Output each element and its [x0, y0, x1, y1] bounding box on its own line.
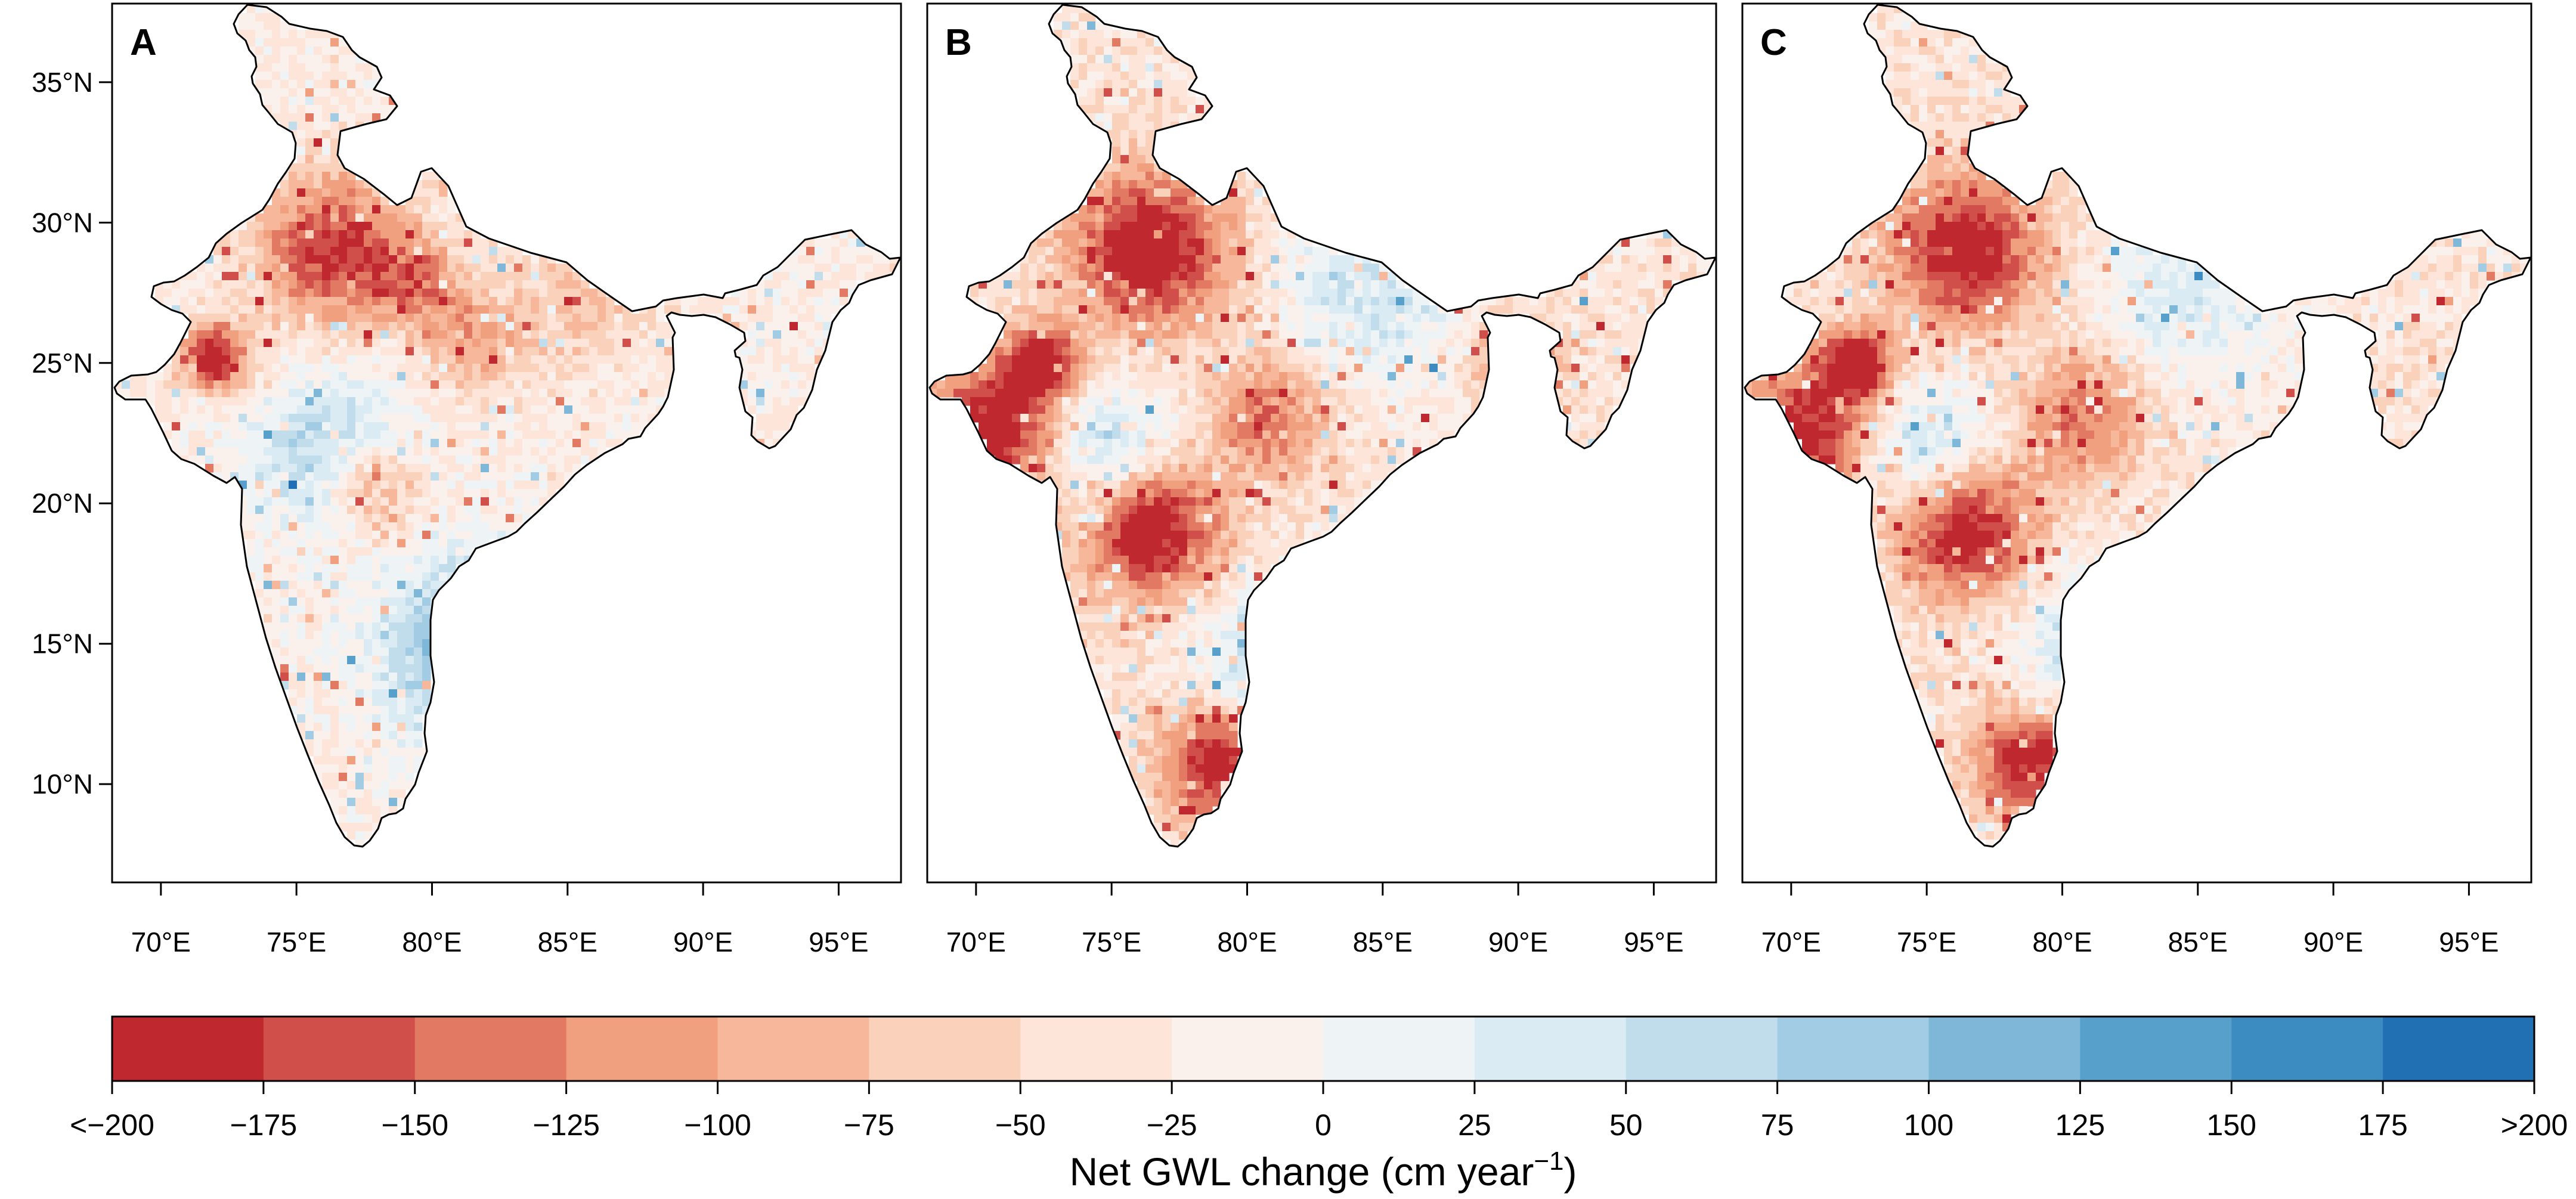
- lat-tick-label: 35°N: [32, 67, 93, 98]
- colorbar-tick-label: −50: [995, 1108, 1046, 1142]
- panel-label: C: [1760, 22, 1787, 63]
- lon-tick-label: 95°E: [2439, 927, 2498, 958]
- lat-tick-label: 20°N: [32, 488, 93, 519]
- colorbar-swatch: [1172, 1017, 1324, 1081]
- colorbar-swatch: [1928, 1017, 2080, 1081]
- lon-tick-label: 90°E: [2303, 927, 2363, 958]
- colorbar-tick-label: 0: [1315, 1108, 1332, 1142]
- colorbar-tick-label: 75: [1761, 1108, 1794, 1142]
- colorbar-swatch: [2231, 1017, 2383, 1081]
- colorbar-swatch: [1323, 1017, 1475, 1081]
- colorbar-swatch: [112, 1017, 264, 1081]
- colorbar-tick-label: 25: [1458, 1108, 1491, 1142]
- colorbar-swatch: [414, 1017, 567, 1081]
- colorbar-swatch: [1474, 1017, 1627, 1081]
- lat-tick-label: 25°N: [32, 348, 93, 379]
- colorbar-tick-label: >200: [2501, 1108, 2568, 1142]
- lon-tick-label: 70°E: [946, 927, 1006, 958]
- map-panel-c: C 70°E 75°E 80°E 85°E 90°E 95°E: [1741, 2, 2532, 958]
- gwl-raster: [930, 5, 1714, 847]
- colorbar-swatch: [263, 1017, 416, 1081]
- panel-label: B: [945, 22, 972, 63]
- lon-tick-label: 80°E: [1217, 927, 1277, 958]
- gwl-raster: [1745, 5, 2529, 847]
- lat-tick-label: 30°N: [32, 207, 93, 238]
- colorbar-tick-label: −175: [230, 1108, 298, 1142]
- colorbar-title-close: ): [1564, 1150, 1577, 1194]
- country-outline: [113, 4, 902, 848]
- colorbar-swatch: [869, 1017, 1021, 1081]
- colorbar-title-sup: −1: [1534, 1147, 1563, 1176]
- gwl-raster: [114, 5, 899, 847]
- lat-tick-label: 15°N: [32, 628, 93, 659]
- lon-tick-label: 70°E: [1761, 927, 1821, 958]
- map-frame: [926, 2, 1717, 884]
- colorbar-swatch: [717, 1017, 869, 1081]
- map-frame: [1741, 2, 2532, 884]
- lon-tick-label: 80°E: [2032, 927, 2092, 958]
- lon-tick-label: 85°E: [1353, 927, 1413, 958]
- map-panel-a: A 70°E 75°E 80°E 85°E 90°E 95°E 35°N 30°N 25°N 20°…: [32, 2, 902, 958]
- colorbar-swatch: [2383, 1017, 2535, 1081]
- lon-tick-label: 90°E: [673, 927, 733, 958]
- lon-tick-label: 85°E: [538, 927, 597, 958]
- lon-tick-label: 90°E: [1488, 927, 1548, 958]
- lon-tick-label: 75°E: [1897, 927, 1956, 958]
- colorbar-swatch: [2080, 1017, 2232, 1081]
- colorbar-title-main: Net GWL change (cm year: [1070, 1150, 1534, 1194]
- colorbar-tick-label: −75: [844, 1108, 894, 1142]
- country-outline: [1744, 4, 2532, 848]
- colorbar-tick-label: −25: [1147, 1108, 1197, 1142]
- lon-tick-label: 95°E: [809, 927, 868, 958]
- colorbar-tick-label: 150: [2207, 1108, 2256, 1142]
- colorbar-tick-label: 125: [2055, 1108, 2105, 1142]
- colorbar-tick-label: 175: [2358, 1108, 2407, 1142]
- lon-tick-label: 75°E: [1082, 927, 1141, 958]
- map-frame: [111, 2, 902, 884]
- lon-tick-label: 80°E: [402, 927, 462, 958]
- lon-tick-label: 70°E: [131, 927, 191, 958]
- colorbar-tick-label: −125: [532, 1108, 600, 1142]
- colorbar-title: Net GWL change (cm year−1): [1070, 1147, 1577, 1194]
- colorbar-swatch: [566, 1017, 718, 1081]
- colorbar: <−200 −175 −150 −125 −100 −75 −50 −25 0 25 50 75 100…: [70, 1015, 2568, 1194]
- lon-tick-label: 85°E: [2168, 927, 2228, 958]
- colorbar-swatch: [1626, 1017, 1778, 1081]
- colorbar-tick-label: −150: [381, 1108, 448, 1142]
- lon-tick-label: 75°E: [267, 927, 326, 958]
- colorbar-tick-label: 100: [1904, 1108, 1953, 1142]
- colorbar-tick-label: <−200: [70, 1108, 154, 1142]
- lat-tick-label: 10°N: [32, 769, 93, 800]
- colorbar-tick-label: 50: [1609, 1108, 1643, 1142]
- map-panel-b: B 70°E 75°E 80°E 85°E 90°E 95°E: [926, 2, 1717, 958]
- colorbar-swatch: [1020, 1017, 1172, 1081]
- colorbar-swatch: [1777, 1017, 1929, 1081]
- panel-label: A: [130, 22, 157, 63]
- country-outline: [928, 4, 1717, 848]
- colorbar-tick-label: −100: [684, 1108, 751, 1142]
- lon-tick-label: 95°E: [1624, 927, 1683, 958]
